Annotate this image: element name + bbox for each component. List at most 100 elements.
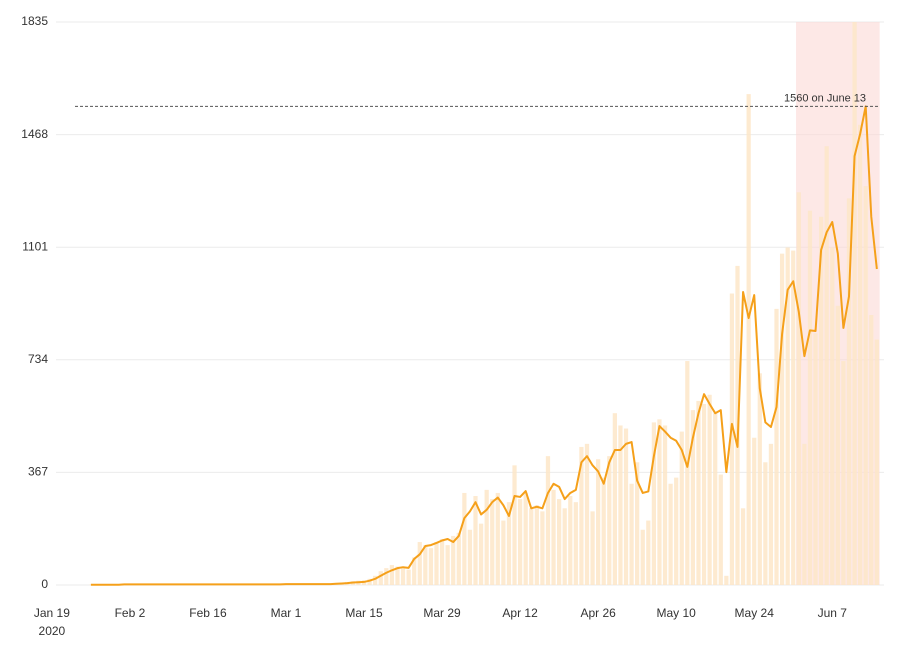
bar [551,489,556,585]
bar [607,456,612,585]
line [90,105,878,586]
x-tick-label: May 24 [735,606,775,620]
bar [752,437,757,585]
bar [623,428,629,585]
bar [579,446,584,585]
bar [841,361,846,585]
bar [813,333,818,585]
bar [423,545,428,585]
bar [729,293,735,585]
y-tick-label: 1468 [21,127,48,141]
x-tick-label: Feb 2 [115,606,146,620]
bar [668,483,673,585]
bar [646,520,651,585]
x-tick-label: Mar 29 [423,606,461,620]
bar [763,462,768,585]
bar [679,431,684,585]
y-tick-label: 367 [28,465,48,479]
bar [802,443,807,585]
bar [512,465,517,585]
bar [517,499,523,585]
bar [640,529,645,585]
bar [740,508,746,585]
bar [495,492,500,585]
bar [869,315,874,585]
bar [768,443,774,585]
x-tick-label: Jan 19 [34,606,70,620]
bar [540,511,545,585]
bar [690,410,696,585]
bar [534,505,539,585]
bar [796,192,801,586]
y-tick-label: 0 [41,577,48,591]
bar [584,443,590,585]
x-tick-label: May 10 [657,606,697,620]
bar [635,462,640,585]
bar [818,216,824,585]
bar [529,508,534,585]
bar [406,569,411,585]
x-tick-label: Mar 15 [345,606,383,620]
x-tick-label: Apr 26 [580,606,616,620]
bar [412,557,417,585]
bar [445,545,450,585]
bar [395,566,400,585]
bar [835,305,840,585]
bar [573,502,578,585]
bar [439,538,445,585]
bar [807,210,813,585]
bar [601,477,606,585]
x-tick-label: Feb 16 [189,606,227,620]
bar [434,542,439,585]
bar [596,459,601,585]
bar [428,548,434,585]
bar [557,499,562,585]
bar [757,373,762,585]
bar [612,413,617,585]
bar [367,578,372,585]
bar [545,456,551,585]
bar [568,496,573,585]
bar [863,186,868,585]
bar [774,308,779,585]
bar [651,422,657,585]
bar [590,511,595,585]
bar [478,523,484,585]
bar [657,419,662,585]
bar [400,568,406,585]
bar [490,499,495,585]
bar [746,94,751,585]
bar [852,22,857,585]
bar [662,425,668,585]
bar [378,571,383,585]
x-year-label: 2020 [39,624,66,638]
bar [830,247,835,585]
bar [384,568,389,585]
bar [484,489,489,585]
bar [523,492,528,585]
x-tick-label: Jun 7 [818,606,848,620]
bar [824,146,829,585]
bar [846,198,852,585]
y-tick-label: 1835 [21,14,48,28]
bar [874,339,879,585]
bar [417,542,422,585]
y-tick-label: 1101 [22,239,48,253]
bar [685,361,690,585]
bar [506,502,512,585]
bar [462,492,467,585]
bar [724,575,729,585]
bar [701,403,707,585]
bar [451,535,456,585]
bar [858,124,863,585]
bar [618,425,623,585]
bar [629,483,634,585]
bar [785,247,790,585]
bar [674,477,679,585]
x-tick-label: Apr 12 [502,606,538,620]
y-tick-label: 734 [28,352,48,366]
bar [473,496,478,585]
bar [467,529,473,585]
bar [373,575,378,585]
